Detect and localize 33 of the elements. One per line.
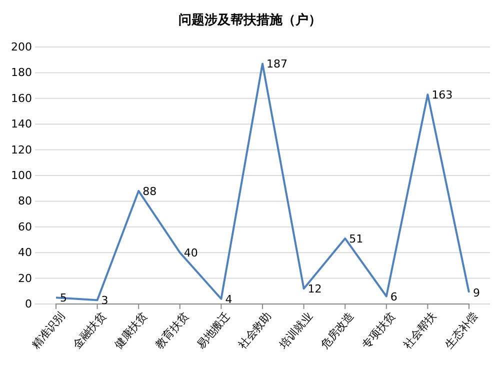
data-label: 163	[432, 88, 453, 102]
y-tick-label: 180	[11, 66, 32, 80]
data-label: 51	[349, 232, 364, 246]
y-tick-label: 60	[18, 220, 32, 234]
y-tick-label: 200	[11, 40, 32, 54]
x-tick-label: 危房改造	[318, 309, 356, 352]
data-label: 12	[308, 282, 322, 296]
x-tick-label: 专项扶贫	[360, 309, 398, 352]
data-label: 187	[266, 58, 288, 71]
y-tick-label: 140	[11, 118, 32, 131]
x-tick-label: 精准识别	[29, 309, 68, 352]
data-label: 3	[101, 294, 108, 308]
y-tick-label: 20	[18, 272, 32, 285]
y-tick-label: 160	[11, 92, 32, 105]
data-label: 9	[473, 286, 480, 300]
x-tick-label: 生态补偿	[442, 309, 480, 352]
y-tick-label: 0	[25, 298, 32, 311]
x-tick-label: 易地搬迁	[194, 309, 233, 352]
y-tick-label: 100	[11, 169, 32, 182]
x-tick-label: 社会帮扶	[400, 309, 440, 352]
data-label: 40	[184, 246, 198, 260]
x-tick-label: 社会救助	[236, 309, 274, 352]
y-tick-label: 40	[18, 246, 32, 260]
data-label: 6	[390, 290, 398, 304]
chart-title: 问题涉及帮扶措施（户）	[178, 12, 322, 28]
x-tick-label: 金融扶贫	[70, 309, 109, 352]
x-tick-label: 教育扶贫	[153, 309, 192, 352]
x-tick-label: 培训就业	[276, 309, 316, 352]
data-label: 4	[225, 292, 232, 306]
data-label: 88	[142, 184, 157, 198]
y-tick-label: 80	[18, 194, 32, 208]
x-tick-label: 健康扶贫	[112, 309, 150, 352]
y-tick-label: 120	[11, 143, 32, 156]
